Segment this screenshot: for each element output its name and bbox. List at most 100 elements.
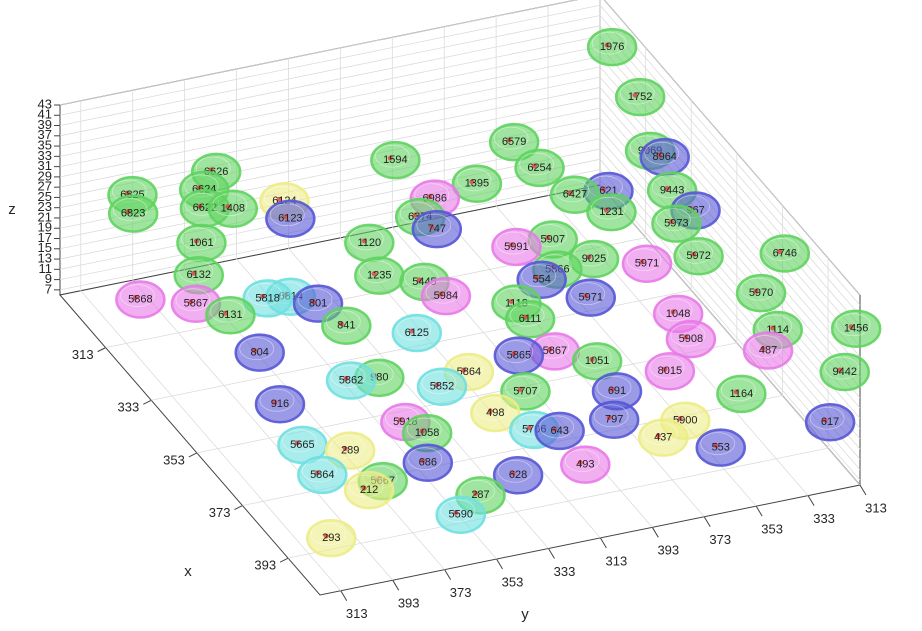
object-label: 487 [759, 344, 777, 356]
object-centroid [197, 203, 203, 209]
object-label: 212 [360, 484, 378, 496]
grid-line [599, 5, 861, 306]
object-label: 617 [821, 416, 839, 428]
object-centroid [506, 137, 512, 143]
object-blob [716, 374, 767, 414]
object-blob [621, 244, 673, 283]
object-blob [644, 352, 696, 391]
object-highlight [209, 299, 245, 323]
y-tick-label: 333 [554, 564, 576, 579]
object-label: 5862 [339, 374, 363, 386]
z-tick-label: 17 [38, 230, 52, 245]
object: 1231 [586, 192, 637, 232]
object-blob [115, 280, 166, 319]
object-blob [830, 309, 882, 348]
object-blob [205, 296, 256, 335]
object-label: 553 [712, 441, 730, 453]
object-centroid [487, 408, 493, 414]
object-blob [242, 279, 293, 318]
object-highlight [809, 406, 845, 430]
object-highlight [570, 282, 606, 305]
object: 5852 [416, 367, 468, 406]
object-label: 9443 [660, 184, 684, 196]
object-highlight [593, 404, 629, 428]
z-tick-label: 31 [38, 158, 52, 173]
object-centroid [668, 219, 674, 225]
object-centroid [822, 417, 828, 423]
object-blob [207, 189, 259, 228]
object-label: 5907 [541, 233, 565, 245]
object: 5972 [673, 237, 724, 276]
object-centroid [272, 399, 278, 405]
object-highlight [493, 126, 529, 150]
y-tick-label: 393 [657, 543, 679, 558]
object-blob [370, 140, 421, 180]
object-highlight [329, 435, 365, 459]
tick-mark [807, 495, 815, 506]
object: 1395 [451, 164, 503, 204]
object-blob [306, 518, 357, 558]
tick-mark [651, 527, 659, 538]
grid-line [599, 25, 861, 327]
object-centroid [606, 415, 612, 421]
object: 6823 [107, 194, 159, 233]
object-blob [470, 393, 521, 433]
object-highlight [670, 323, 706, 347]
object-highlight [596, 375, 632, 399]
object: 1976 [586, 27, 638, 67]
object-centroid [753, 288, 759, 294]
object-label: 287 [471, 489, 489, 501]
object-highlight [301, 459, 337, 483]
grid-line [59, 0, 578, 106]
object-blob [514, 148, 565, 188]
object: 1408 [207, 189, 259, 228]
object: 617 [804, 402, 856, 442]
object-centroid [604, 42, 610, 48]
object-blob [325, 361, 377, 400]
object-label: 6427 [563, 189, 587, 201]
object-highlight [626, 248, 662, 272]
object-highlight [591, 196, 626, 220]
object-label: 293 [322, 532, 340, 544]
grid-line [59, 15, 601, 126]
object-highlight [269, 203, 305, 227]
object-label: 1408 [221, 203, 245, 215]
object-label: 628 [509, 469, 527, 481]
object-label: 1235 [367, 270, 391, 282]
object-label: 5984 [434, 290, 458, 302]
object-centroid [603, 207, 609, 213]
object-highlight [505, 375, 540, 399]
grid-line [80, 290, 342, 592]
object: 1120 [344, 223, 395, 263]
object-label: 1120 [357, 237, 381, 249]
object-highlight [619, 81, 655, 105]
object-blob [324, 431, 376, 470]
object: 1051 [571, 342, 623, 381]
object-blob [451, 164, 503, 204]
y-tick-label: 313 [346, 606, 368, 621]
object-blob [492, 456, 544, 495]
object-highlight [656, 208, 691, 232]
y-tick-label: 373 [709, 532, 731, 547]
grid-line [59, 76, 601, 188]
object-blob [638, 418, 689, 457]
object: 498 [470, 393, 521, 433]
object: 437 [638, 418, 689, 457]
object-centroid [310, 299, 316, 305]
object-highlight [657, 298, 693, 322]
object-highlight [456, 168, 492, 192]
object-blob [565, 278, 617, 317]
object-centroid [760, 346, 766, 352]
object-centroid [323, 533, 329, 539]
object-label: 6125 [405, 327, 429, 339]
object-label: 1048 [666, 308, 690, 320]
object: 916 [254, 384, 306, 424]
object: 6254 [514, 148, 565, 188]
grid-line [59, 56, 601, 168]
object: 6123 [265, 199, 316, 238]
object: 1456 [830, 309, 882, 348]
object-highlight [576, 345, 612, 369]
object-blob [549, 175, 601, 215]
object-blob [488, 122, 540, 162]
object-highlight [720, 378, 756, 402]
